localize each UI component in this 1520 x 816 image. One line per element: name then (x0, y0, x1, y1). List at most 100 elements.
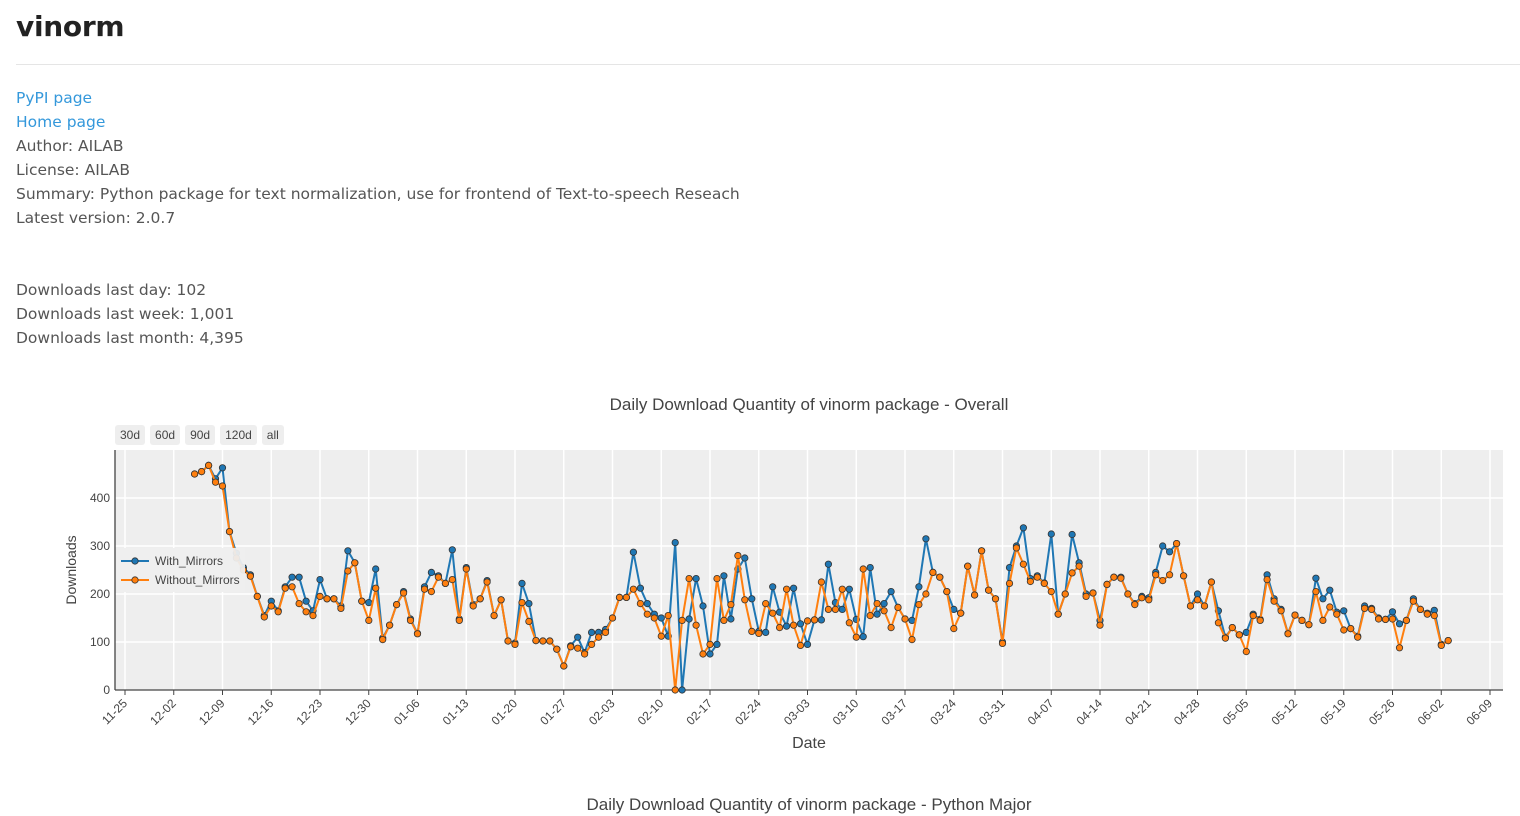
pypi-link[interactable]: PyPI page (16, 89, 93, 107)
data-point-with_mirrors (1159, 542, 1167, 550)
data-point-without_mirrors (225, 528, 234, 536)
x-tick-label: 02-17 (684, 696, 716, 728)
data-point-without_mirrors (246, 572, 254, 580)
data-point-without_mirrors (497, 596, 505, 604)
data-point-with_mirrors (587, 628, 596, 636)
data-point-without_mirrors (372, 584, 380, 592)
data-point-with_mirrors (859, 633, 867, 641)
data-point-without_mirrors (1047, 588, 1055, 596)
x-tick-label: 05-26 (1366, 696, 1398, 728)
data-point-without_mirrors (1375, 615, 1383, 623)
data-point-without_mirrors (1402, 616, 1411, 624)
data-point-without_mirrors (943, 588, 951, 596)
data-point-without_mirrors (1138, 594, 1146, 602)
data-point-without_mirrors (852, 633, 860, 641)
range-button-90d[interactable]: 90d (185, 425, 216, 445)
data-point-with_mirrors (1047, 530, 1055, 538)
author-text: Author: AILAB (16, 137, 124, 155)
x-tick-label: 03-10 (830, 696, 862, 728)
data-point-without_mirrors (720, 616, 728, 624)
data-point-with_mirrors (643, 600, 651, 608)
page-title: vinorm (16, 10, 125, 43)
x-tick-label: 04-21 (1122, 696, 1154, 728)
data-point-without_mirrors (601, 628, 610, 636)
y-tick-label: 100 (90, 635, 110, 649)
data-point-without_mirrors (1207, 578, 1216, 586)
overall-downloads-chart[interactable]: 0 100 200 300 400 11-25 12-02 12-09 12-16 12-23 12… (0, 440, 1520, 770)
data-point-without_mirrors (699, 650, 707, 658)
data-point-without_mirrors (1005, 579, 1014, 587)
data-point-with_mirrors (706, 650, 714, 658)
data-point-without_mirrors (539, 637, 547, 645)
data-point-without_mirrors (1395, 644, 1404, 652)
data-point-with_mirrors (762, 628, 770, 636)
x-tick-label: 12-02 (147, 696, 179, 728)
data-point-without_mirrors (385, 621, 394, 629)
range-button-120d[interactable]: 120d (220, 425, 257, 445)
home-page-link[interactable]: Home page (16, 113, 106, 131)
data-point-without_mirrors (957, 609, 965, 617)
data-point-without_mirrors (323, 595, 331, 603)
latest-version-text: Latest version: 2.0.7 (16, 209, 176, 227)
data-point-with_mirrors (803, 640, 812, 648)
data-point-with_mirrors (866, 564, 874, 572)
data-point-without_mirrors (1131, 601, 1139, 609)
data-point-without_mirrors (413, 630, 422, 638)
overall-chart-title: Daily Download Quantity of vinorm packag… (609, 395, 1009, 414)
data-point-with_mirrors (427, 568, 435, 576)
data-point-without_mirrors (511, 640, 519, 648)
data-point-with_mirrors (1068, 530, 1076, 539)
data-point-with_mirrors (741, 554, 749, 562)
data-point-without_mirrors (650, 614, 658, 622)
data-point-without_mirrors (1186, 602, 1195, 610)
data-point-without_mirrors (267, 602, 275, 610)
data-point-without_mirrors (1270, 597, 1278, 605)
data-point-without_mirrors (1019, 560, 1028, 568)
data-point-without_mirrors (1326, 603, 1334, 611)
data-point-with_mirrors (344, 547, 352, 555)
data-point-without_mirrors (615, 593, 624, 601)
data-point-without_mirrors (1256, 616, 1264, 624)
data-point-without_mirrors (1409, 597, 1418, 605)
data-point-with_mirrors (629, 548, 638, 556)
x-tick-label: 11-25 (99, 696, 130, 727)
data-point-with_mirrors (838, 605, 846, 613)
data-point-without_mirrors (664, 612, 672, 620)
range-button-30d[interactable]: 30d (115, 425, 146, 445)
data-point-without_mirrors (358, 597, 366, 605)
data-point-without_mirrors (1159, 577, 1167, 585)
x-axis-title: Date (792, 735, 826, 752)
range-button-60d[interactable]: 60d (150, 425, 181, 445)
data-point-without_mirrors (1235, 631, 1243, 639)
data-point-with_mirrors (1319, 595, 1327, 603)
data-point-with_mirrors (915, 583, 923, 591)
data-point-with_mirrors (1019, 524, 1028, 532)
data-point-with_mirrors (671, 539, 679, 547)
data-point-with_mirrors (873, 610, 881, 618)
data-point-without_mirrors (462, 565, 470, 573)
data-point-without_mirrors (894, 603, 902, 611)
data-point-without_mirrors (1437, 641, 1445, 649)
data-point-without_mirrors (1096, 621, 1104, 629)
data-point-without_mirrors (1075, 562, 1083, 570)
x-tick-label: 01-06 (391, 696, 423, 728)
data-point-with_mirrors (685, 615, 693, 623)
range-button-all[interactable]: all (261, 425, 284, 445)
x-tick-label: 05-05 (1220, 696, 1252, 728)
x-tick-label: 02-03 (586, 696, 618, 728)
data-point-without_mirrors (1333, 610, 1341, 618)
data-point-with_mirrors (448, 546, 456, 554)
data-point-without_mirrors (769, 609, 777, 617)
data-point-with_mirrors (789, 584, 798, 592)
data-point-with_mirrors (748, 595, 756, 603)
data-point-without_mirrors (1124, 590, 1132, 598)
data-point-without_mirrors (1277, 607, 1285, 615)
x-tick-label: 03-17 (879, 696, 911, 728)
legend-marker (131, 557, 139, 565)
data-point-without_mirrors (302, 608, 310, 616)
range-selector: 30d 60d 90d 120d all (115, 425, 284, 445)
data-point-with_mirrors (218, 464, 227, 472)
x-tick-label: 12-23 (294, 696, 326, 728)
data-point-without_mirrors (964, 562, 972, 570)
data-point-without_mirrors (525, 617, 533, 625)
